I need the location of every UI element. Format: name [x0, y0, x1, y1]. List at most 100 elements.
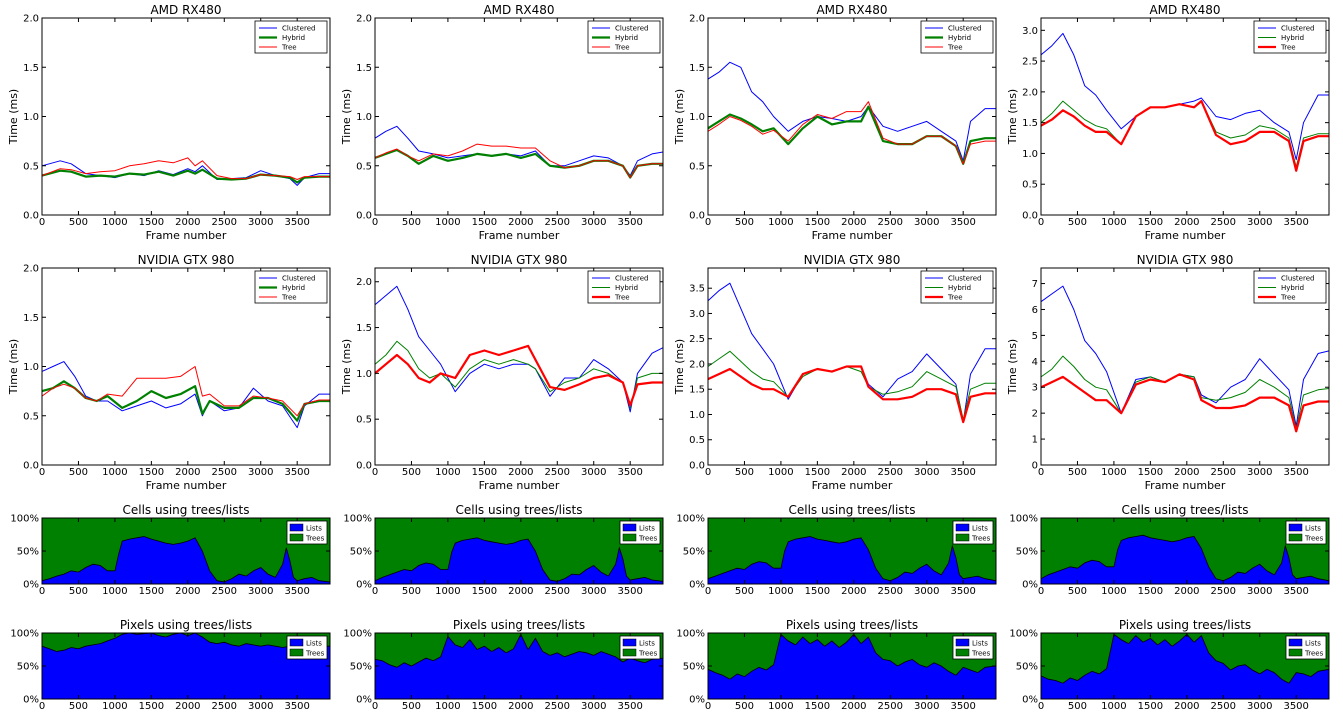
x-tick-label: 2000 — [1174, 467, 1199, 478]
x-tick-label: 2500 — [545, 217, 570, 228]
x-tick-label: 2500 — [545, 467, 570, 478]
legend-swatch — [1288, 533, 1303, 542]
y-tick-label: 0.0 — [1022, 211, 1038, 222]
x-tick-label: 0 — [1038, 701, 1044, 712]
x-tick-label: 500 — [402, 586, 421, 597]
x-tick-label: 500 — [1068, 586, 1087, 597]
x-tick-label: 1000 — [102, 586, 127, 597]
chart-title: Cells using trees/lists — [1121, 503, 1248, 517]
legend-label: Trees — [305, 650, 325, 658]
legend-swatch — [622, 523, 637, 532]
y-tick-label: 3.0 — [1022, 26, 1038, 37]
y-tick-label: 2.5 — [689, 334, 705, 345]
legend-label: Lists — [306, 525, 322, 533]
chart-panel: Cells using trees/lists 0 500 1000 1500 2000 2… — [1009, 503, 1330, 597]
x-tick-label: 1000 — [768, 586, 793, 597]
x-tick-label: 3000 — [914, 467, 939, 478]
legend-label: Lists — [1305, 525, 1321, 533]
y-tick-label: 0% — [1022, 695, 1038, 706]
x-tick-label: 1500 — [805, 217, 830, 228]
x-tick-label: 2500 — [545, 586, 570, 597]
x-axis-label: Frame number — [479, 479, 560, 492]
legend-label: Trees — [638, 535, 658, 543]
x-tick-label: 3000 — [914, 701, 939, 712]
y-tick-label: 5 — [1032, 331, 1038, 342]
x-tick-label: 500 — [1068, 217, 1087, 228]
y-tick-label: 1.5 — [356, 323, 372, 334]
y-tick-label: 0.0 — [356, 461, 372, 472]
x-tick-label: 1500 — [805, 467, 830, 478]
x-tick-label: 2500 — [212, 701, 237, 712]
x-tick-label: 1500 — [139, 217, 164, 228]
y-tick-label: 50% — [17, 547, 39, 558]
series-line-tree — [707, 101, 996, 165]
legend-swatch — [289, 638, 304, 647]
plot-frame — [707, 267, 997, 466]
x-tick-label: 1000 — [435, 467, 460, 478]
chart-title: Pixels using trees/lists — [786, 618, 918, 632]
x-tick-label: 3000 — [1247, 217, 1272, 228]
legend-label: Hybrid — [615, 284, 638, 292]
series-line-tree — [41, 157, 330, 180]
plot-frame — [374, 267, 664, 466]
y-tick-label: 1.5 — [23, 63, 39, 74]
x-tick-label: 2000 — [508, 586, 533, 597]
y-tick-label: 2 — [1032, 409, 1038, 420]
x-tick-label: 3500 — [1283, 701, 1308, 712]
legend-label: Trees — [305, 535, 325, 543]
legend-label: Tree — [614, 44, 630, 52]
x-tick-label: 1000 — [768, 467, 793, 478]
chart-title: NVIDIA GTX 980 — [471, 253, 568, 267]
y-tick-label: 2.5 — [1022, 57, 1038, 68]
x-tick-label: 1000 — [1101, 467, 1126, 478]
legend-label: Hybrid — [1281, 34, 1304, 42]
legend-label: Lists — [972, 640, 988, 648]
x-tick-label: 1500 — [1138, 217, 1163, 228]
x-tick-label: 0 — [372, 586, 378, 597]
y-tick-label: 0% — [23, 695, 39, 706]
legend-label: Hybrid — [948, 34, 971, 42]
x-tick-label: 500 — [735, 586, 754, 597]
y-tick-label: 50% — [1016, 662, 1038, 673]
y-axis-label: Time (ms) — [673, 339, 686, 395]
x-tick-label: 3500 — [1283, 217, 1308, 228]
legend-label: Lists — [1305, 640, 1321, 648]
y-tick-label: 0% — [689, 695, 705, 706]
y-tick-label: 2.0 — [23, 264, 39, 275]
y-tick-label: 1.0 — [1022, 149, 1038, 160]
x-tick-label: 3000 — [914, 586, 939, 597]
y-tick-label: 1.0 — [689, 112, 705, 123]
x-tick-label: 0 — [372, 217, 378, 228]
x-tick-label: 2000 — [175, 701, 200, 712]
x-tick-label: 1000 — [435, 586, 460, 597]
x-tick-label: 0 — [705, 701, 711, 712]
y-tick-label: 100% — [676, 629, 705, 640]
x-tick-label: 2000 — [508, 701, 533, 712]
plot-frame — [1040, 267, 1330, 466]
chart-title: Pixels using trees/lists — [1119, 618, 1251, 632]
legend-label: Lists — [639, 640, 655, 648]
x-tick-label: 2500 — [1211, 467, 1236, 478]
x-tick-label: 2500 — [212, 217, 237, 228]
series-line-hybrid — [707, 350, 996, 420]
legend-label: Clustered — [282, 25, 315, 33]
x-tick-label: 500 — [69, 586, 88, 597]
x-tick-label: 3000 — [1247, 701, 1272, 712]
series-line-tree — [1040, 373, 1329, 433]
chart-title: Cells using trees/lists — [122, 503, 249, 517]
x-tick-label: 0 — [39, 701, 45, 712]
x-tick-label: 3000 — [248, 586, 273, 597]
x-axis-label: Frame number — [1145, 229, 1226, 242]
x-tick-label: 2000 — [175, 586, 200, 597]
x-tick-label: 2000 — [841, 217, 866, 228]
chart-panel: Cells using trees/lists 0 500 1000 1500 2000 2… — [676, 503, 997, 597]
legend-label: Tree — [281, 44, 297, 52]
x-tick-label: 0 — [1038, 217, 1044, 228]
legend-label: Clustered — [615, 25, 648, 33]
lists-area — [707, 536, 997, 585]
y-tick-label: 100% — [676, 514, 705, 525]
lists-area — [41, 536, 331, 585]
chart-panel: Pixels using trees/lists 0 500 1000 1500 2000… — [343, 618, 664, 712]
x-tick-label: 3000 — [581, 701, 606, 712]
